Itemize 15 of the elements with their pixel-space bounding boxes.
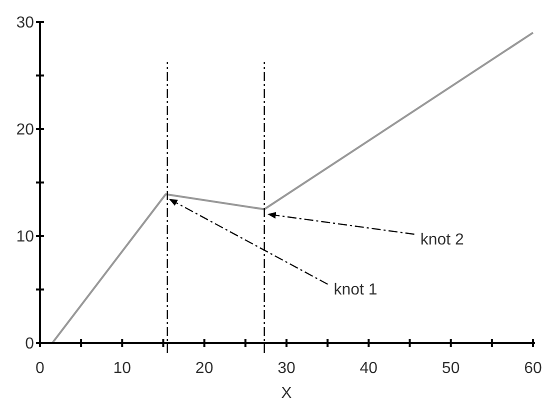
- x-tick-label: 20: [195, 360, 214, 377]
- annotation: knot 1: [334, 281, 378, 298]
- x-axis-title: X: [281, 385, 292, 402]
- y-tick-label: 0: [25, 336, 34, 353]
- x-tick-label: 50: [442, 360, 460, 377]
- x-tick-label: 40: [360, 360, 378, 377]
- x-tick-label: 60: [524, 360, 542, 377]
- x-tick-label: 0: [36, 360, 45, 377]
- x-tick-label: 30: [278, 360, 296, 377]
- line-series: [51, 32, 534, 344]
- y-tick-label: 30: [16, 14, 34, 32]
- x-tick-label: 10: [113, 360, 132, 377]
- annotation: knot 2: [420, 231, 464, 248]
- y-tick-label: 20: [16, 122, 34, 139]
- y-tick-label: 10: [16, 228, 34, 246]
